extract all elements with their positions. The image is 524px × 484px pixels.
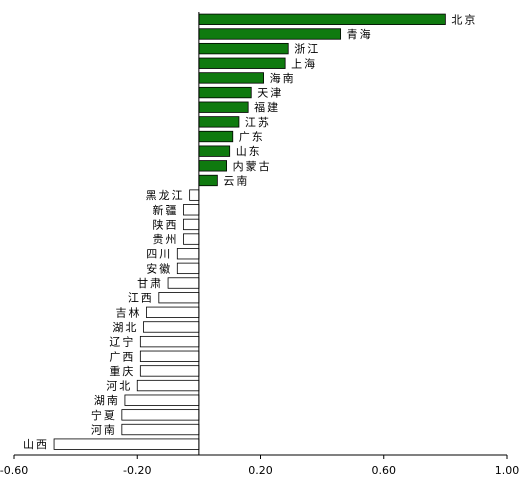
bar: [167, 277, 200, 289]
category-label: 新疆: [152, 203, 178, 217]
bar: [189, 189, 200, 201]
category-label: 安徽: [146, 261, 172, 275]
category-label: 湖南: [94, 394, 120, 407]
bar: [198, 28, 342, 40]
x-tick-label: 0.20: [248, 464, 273, 477]
category-label: 福建: [254, 100, 280, 114]
category-label: 河北: [106, 380, 132, 393]
category-label: 陕西: [152, 217, 178, 231]
category-label: 江苏: [245, 116, 271, 129]
x-tick-label: 1.00: [495, 464, 520, 477]
category-label: 辽宁: [109, 335, 135, 349]
bar: [176, 248, 200, 260]
category-label: 上海: [291, 56, 317, 70]
bar: [146, 306, 200, 318]
x-tick-label: 0.60: [372, 464, 397, 477]
bar: [198, 57, 286, 69]
category-label: 山西: [23, 438, 49, 451]
category-label: 甘肃: [137, 277, 163, 290]
bar: [139, 365, 200, 377]
bar: [121, 423, 200, 436]
category-label: 宁夏: [91, 408, 117, 422]
x-tick-label: -0.20: [123, 464, 151, 477]
bars-group: [53, 13, 446, 450]
category-label: 浙江: [294, 43, 320, 56]
x-ticks: -0.60 -0.20 0.20 0.60 1.00: [0, 455, 519, 477]
category-label: 广西: [109, 350, 135, 363]
bar: [124, 394, 200, 406]
bar: [121, 409, 200, 421]
bar: [198, 160, 228, 172]
bar: [198, 101, 249, 113]
bar: [183, 233, 200, 245]
bar: [139, 335, 200, 348]
category-label: 青海: [347, 27, 373, 41]
bar: [176, 262, 200, 275]
bar: [136, 379, 200, 392]
bar: [198, 116, 240, 128]
category-labels: 北京青海浙江上海海南天津福建江苏广东山东内蒙古云南黑龙江新疆陕西贵州四川安徽甘肃…: [23, 12, 477, 451]
bar: [198, 72, 264, 84]
bar: [183, 204, 200, 216]
bar: [198, 145, 231, 157]
category-label: 内蒙古: [233, 159, 272, 173]
category-label: 山东: [236, 145, 262, 158]
category-label: 云南: [223, 174, 249, 187]
bar: [183, 218, 200, 231]
bar: [139, 350, 200, 362]
bar: [198, 86, 252, 99]
category-label: 湖北: [112, 321, 138, 334]
category-label: 四川: [146, 248, 172, 261]
category-label: 海南: [270, 71, 296, 85]
bar: [143, 321, 200, 333]
category-label: 河南: [91, 424, 117, 437]
category-label: 天津: [257, 87, 283, 100]
category-label: 吉林: [115, 305, 141, 319]
category-label: 江西: [128, 292, 154, 305]
bar: [198, 174, 218, 187]
bar: [198, 13, 446, 25]
category-label: 黑龙江: [146, 189, 185, 202]
category-label: 重庆: [109, 364, 135, 378]
category-label: 北京: [451, 12, 477, 26]
bar: [198, 42, 289, 55]
x-tick-label: -0.60: [0, 464, 28, 477]
category-label: 广东: [239, 131, 265, 144]
bar: [53, 438, 200, 450]
bar: [158, 292, 200, 304]
category-label: 贵州: [152, 233, 178, 246]
bar: [198, 130, 234, 143]
